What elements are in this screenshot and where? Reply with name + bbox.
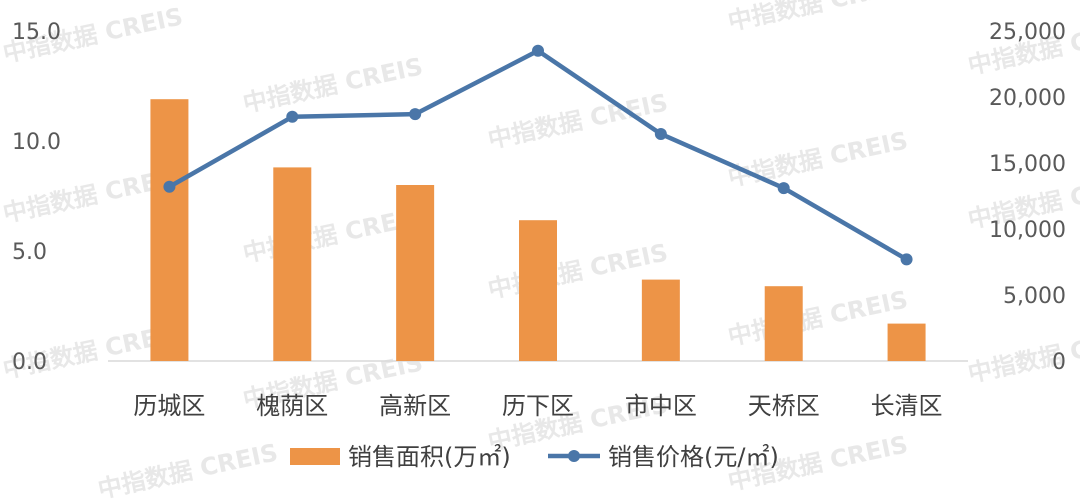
watermark-text: 中指数据 CREIS xyxy=(725,126,910,191)
right-tick-label: 5,000 xyxy=(1003,284,1066,309)
category-label: 天桥区 xyxy=(748,392,820,420)
legend-bar-swatch xyxy=(290,448,340,465)
watermark-text: 中指数据 CREIS xyxy=(725,285,910,350)
left-tick-label: 0.0 xyxy=(12,350,47,375)
legend: 销售面积(万㎡) 销售价格(元/㎡) xyxy=(290,443,779,471)
bar xyxy=(764,286,803,361)
price-point xyxy=(654,127,667,140)
price-point xyxy=(900,253,913,266)
legend-bar-label: 销售面积(万㎡) xyxy=(348,443,511,471)
bar xyxy=(519,220,557,361)
right-tick-label: 15,000 xyxy=(989,152,1066,177)
price-point xyxy=(409,108,422,121)
bar xyxy=(641,279,680,361)
line-series xyxy=(163,44,913,266)
bar xyxy=(150,99,189,361)
price-point xyxy=(286,110,299,123)
watermark-text: 中指数据 CREIS xyxy=(725,0,910,36)
right-tick-label: 10,000 xyxy=(989,218,1066,243)
category-label: 历城区 xyxy=(133,392,205,420)
left-tick-label: 10.0 xyxy=(12,130,61,155)
left-tick-label: 15.0 xyxy=(12,20,61,45)
category-label: 市中区 xyxy=(625,392,697,420)
category-label: 历下区 xyxy=(502,392,574,420)
left-axis-ticks: 0.0 5.0 10.0 15.0 xyxy=(12,20,61,375)
category-label: 高新区 xyxy=(379,392,451,420)
watermark-text: 中指数据 CREIS xyxy=(95,438,280,499)
right-tick-label: 0 xyxy=(1052,350,1066,375)
category-labels: 历城区 槐荫区 高新区 历下区 市中区 天桥区 长清区 xyxy=(133,392,942,420)
bar xyxy=(887,323,926,361)
left-tick-label: 5.0 xyxy=(12,240,47,265)
right-axis-ticks: 0 5,000 10,000 15,000 20,000 25,000 xyxy=(989,20,1066,375)
price-point xyxy=(532,44,544,57)
bar xyxy=(273,167,312,361)
category-label: 长清区 xyxy=(871,392,943,420)
price-point xyxy=(163,180,176,193)
bar xyxy=(396,185,435,361)
right-tick-label: 25,000 xyxy=(989,20,1066,45)
bar-series xyxy=(150,99,926,361)
legend-line-label: 销售价格(元/㎡) xyxy=(608,443,779,471)
price-point xyxy=(777,182,790,195)
right-tick-label: 20,000 xyxy=(989,86,1066,111)
category-label: 槐荫区 xyxy=(256,392,328,420)
watermark-text: 中指数据 CREIS xyxy=(240,52,425,117)
legend-line-marker xyxy=(568,450,580,462)
